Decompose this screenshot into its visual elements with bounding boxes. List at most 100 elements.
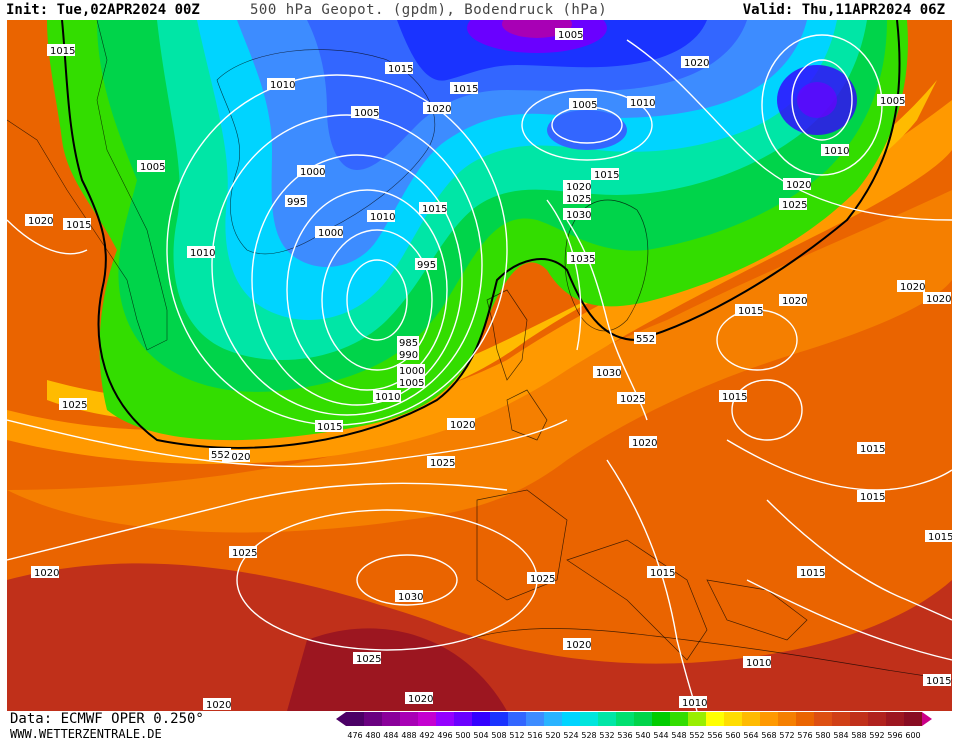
isobar-label: 1015 xyxy=(650,568,675,579)
colorbar-tick-label: 572 xyxy=(779,731,794,740)
colorbar-cell xyxy=(796,712,814,726)
colorbar-cell xyxy=(688,712,706,726)
colorbar-cell xyxy=(436,712,454,726)
colorbar-tick-label: 536 xyxy=(617,731,632,740)
colorbar-tick-label: 600 xyxy=(905,731,920,740)
isobar-label: 1025 xyxy=(232,548,257,559)
isobar-label: 1000 xyxy=(300,167,325,178)
colorbar-cell xyxy=(904,712,922,726)
colorbar-tick-label: 496 xyxy=(437,731,452,740)
field-564 xyxy=(47,80,937,424)
isobar-label: 1020 xyxy=(900,282,925,293)
isobar-label: 1030 xyxy=(398,592,423,603)
isobar-label: 1025 xyxy=(62,400,87,411)
colorbar-tick-label: 552 xyxy=(689,731,704,740)
isobar-label: 1020 xyxy=(34,568,59,579)
isobars xyxy=(7,34,952,711)
colorbar-cell xyxy=(526,712,544,726)
colorbar-tick-label: 588 xyxy=(851,731,866,740)
map-svg: 1015 1010 1005 1000 995 995 990 985 1000… xyxy=(7,20,952,711)
colorbar-cell xyxy=(544,712,562,726)
weather-map: 1015 1010 1005 1000 995 995 990 985 1000… xyxy=(7,20,952,711)
field-500-east xyxy=(797,82,837,118)
isobar-label: 1015 xyxy=(860,492,885,503)
isobar-label: 1035 xyxy=(570,254,595,265)
isobar-label: 1020 xyxy=(28,216,53,227)
map-title: 500 hPa Geopot. (gpdm), Bodendruck (hPa) xyxy=(250,2,608,18)
colorbar-cell xyxy=(706,712,724,726)
colorbar-cell xyxy=(364,712,382,726)
colorbar-cell xyxy=(382,712,400,726)
colorbar-cell xyxy=(778,712,796,726)
colorbar-tick-label: 488 xyxy=(401,731,416,740)
isobar-label: 1010 xyxy=(746,658,771,669)
isobar-label: 1020 xyxy=(684,58,709,69)
colorbar-cell xyxy=(634,712,652,726)
colorbar-tick-label: 524 xyxy=(563,731,578,740)
contour-552 xyxy=(61,20,901,449)
field-596 xyxy=(287,628,507,711)
isobar-label: 1005 xyxy=(354,108,379,119)
isobar-label: 1015 xyxy=(594,170,619,181)
isobar-label: 990 xyxy=(399,350,418,361)
field-568 xyxy=(7,100,952,464)
isobar-label: 1020 xyxy=(782,296,807,307)
coast-canada xyxy=(7,20,168,351)
colorbar-cell xyxy=(562,712,580,726)
colorbar-cell xyxy=(580,712,598,726)
colorbar-cell xyxy=(346,712,364,726)
isobar-label: 1015 xyxy=(388,64,413,75)
field-492 xyxy=(502,20,572,38)
data-source: Data: ECMWF OPER 0.250° xyxy=(10,711,204,727)
isobar-label: 1025 xyxy=(430,458,455,469)
isobar-label: 985 xyxy=(399,338,418,349)
colorbar-tick-label: 476 xyxy=(347,731,362,740)
colorbar-cell xyxy=(598,712,616,726)
isobar-label: 1010 xyxy=(270,80,295,91)
isobar-label: 1020 xyxy=(926,294,951,305)
colorbar-tick-label: 544 xyxy=(653,731,668,740)
colorbar-tick-label: 560 xyxy=(725,731,740,740)
colorbar-cell xyxy=(832,712,850,726)
isobar-label: 1000 xyxy=(318,228,343,239)
isobar-label: 1030 xyxy=(596,368,621,379)
website-link[interactable]: WWW.WETTERZENTRALE.DE xyxy=(10,727,162,741)
colorbar-cell xyxy=(454,712,472,726)
colorbar-tick-label: 504 xyxy=(473,731,488,740)
coast-africa xyxy=(466,628,952,681)
isobar-label: 1015 xyxy=(928,532,952,543)
colorbar-cell xyxy=(850,712,868,726)
isobar-label: 1015 xyxy=(50,46,75,57)
colorbar-tick-label: 540 xyxy=(635,731,650,740)
isobar-label: 1020 xyxy=(566,640,591,651)
colorbar-tick-label: 484 xyxy=(383,731,398,740)
isobar-label-group: 1015 1010 1005 1000 995 995 990 985 1000… xyxy=(25,28,952,711)
colorbar-max-arrow xyxy=(922,712,932,726)
isobar-label: 1020 xyxy=(566,182,591,193)
colorbar-cell xyxy=(616,712,634,726)
isobar-label: 1010 xyxy=(630,98,655,109)
isobar-label: 1015 xyxy=(738,306,763,317)
isobar-label: 1020 xyxy=(206,700,231,711)
isobar-label: 1015 xyxy=(317,422,342,433)
colorbar-tick-label: 556 xyxy=(707,731,722,740)
isobar-label: 1005 xyxy=(880,96,905,107)
isobar-label: 1015 xyxy=(66,220,91,231)
colorbar-tick-label: 548 xyxy=(671,731,686,740)
valid-time: Valid: Thu,11APR2024 06Z xyxy=(742,2,945,18)
isobar-label: 1010 xyxy=(370,212,395,223)
coast-greenland xyxy=(216,49,436,255)
colorbar-tick-label: 512 xyxy=(509,731,524,740)
isobar-label: 1005 xyxy=(399,378,424,389)
colorbar-tick-label: 500 xyxy=(455,731,470,740)
header-bar: Init: Tue,02APR2024 00Z 500 hPa Geopot. … xyxy=(0,0,959,20)
field-572 xyxy=(7,190,952,533)
colorbar-tick-label: 576 xyxy=(797,731,812,740)
isobar-label: 1005 xyxy=(558,30,583,41)
isobar-label: 1020 xyxy=(426,104,451,115)
colorbar-cell xyxy=(760,712,778,726)
coast-scandinavia xyxy=(564,199,649,332)
colorbar-cell xyxy=(400,712,418,726)
colorbar-tick-label: 508 xyxy=(491,731,506,740)
isobar-label: 1020 xyxy=(225,452,250,463)
